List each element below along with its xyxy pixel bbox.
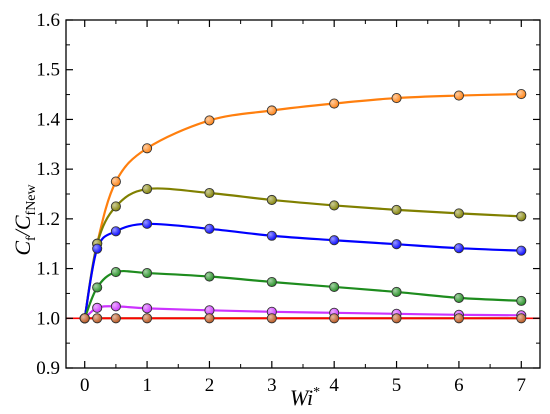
data-point xyxy=(204,271,215,282)
data-point xyxy=(391,204,402,215)
data-point xyxy=(329,200,340,211)
data-point xyxy=(266,194,277,206)
x-axis-title: Wi* xyxy=(290,385,320,410)
y-tick-label: 1.0 xyxy=(36,308,60,329)
series-line xyxy=(83,269,522,319)
data-point xyxy=(110,313,121,324)
x-tick-label: 2 xyxy=(205,375,215,396)
data-point xyxy=(79,313,90,324)
y-tick-label: 1.2 xyxy=(36,209,60,230)
data-point xyxy=(142,267,153,279)
x-tick-label: 6 xyxy=(454,375,464,396)
x-tick-label: 3 xyxy=(267,375,277,396)
data-point xyxy=(266,276,277,288)
axis-ticks xyxy=(66,19,540,369)
data-point xyxy=(516,295,527,306)
data-point xyxy=(142,183,153,195)
fit-curves xyxy=(83,92,522,320)
data-point xyxy=(142,313,153,324)
y-axis-label-c1: C xyxy=(10,241,35,256)
data-point xyxy=(516,211,527,222)
data-point xyxy=(329,313,340,324)
data-point xyxy=(110,226,121,237)
data-point xyxy=(266,313,277,324)
data-point xyxy=(391,286,402,297)
y-tick-label: 1.1 xyxy=(36,259,60,280)
data-point xyxy=(516,245,527,256)
x-tick-label: 5 xyxy=(392,375,402,396)
data-point xyxy=(204,115,215,126)
data-point xyxy=(453,292,464,303)
data-point xyxy=(92,302,103,313)
data-points xyxy=(79,89,527,324)
data-point xyxy=(266,230,277,241)
x-tick-label: 0 xyxy=(80,375,90,396)
data-point xyxy=(266,105,277,116)
data-point xyxy=(142,143,153,154)
y-tick-label: 1.6 xyxy=(36,10,60,31)
y-axis-title: Cf/CfNew xyxy=(10,183,39,255)
y-axis-label-c2: C xyxy=(10,215,35,230)
data-point xyxy=(453,313,464,324)
data-point xyxy=(92,243,103,254)
data-point xyxy=(110,201,121,212)
data-point xyxy=(142,303,153,314)
data-point xyxy=(204,313,215,324)
y-tick-label: 1.4 xyxy=(36,109,60,130)
x-tick-label: 1 xyxy=(142,375,152,396)
data-point xyxy=(92,313,103,324)
y-axis-label-slash: / xyxy=(10,228,35,238)
series-line xyxy=(83,187,522,319)
data-point xyxy=(453,208,464,219)
series-line xyxy=(83,92,522,319)
data-point xyxy=(142,218,153,229)
data-point xyxy=(391,239,402,250)
y-tick-label: 1.5 xyxy=(36,60,60,81)
y-axis-label-sub1: f xyxy=(24,236,39,241)
data-point xyxy=(110,267,121,278)
series-line xyxy=(83,305,522,320)
data-point xyxy=(110,176,121,187)
data-point xyxy=(453,90,464,101)
data-point xyxy=(92,282,103,293)
y-axis-label-sub2: fNew xyxy=(24,183,39,215)
data-point xyxy=(391,313,402,324)
data-point xyxy=(329,98,340,109)
y-tick-label: 1.3 xyxy=(36,159,60,180)
data-point xyxy=(204,223,215,234)
data-point xyxy=(329,281,340,293)
tick-labels: 0 1 2 3 4 5 6 7 0.9 1.0 1.1 1.2 1.3 1.4 1.5 1.6 xyxy=(36,10,526,396)
x-tick-label: 4 xyxy=(329,375,339,396)
series-line xyxy=(83,222,522,319)
data-point xyxy=(516,313,527,324)
x-tick-label: 7 xyxy=(517,375,527,396)
x-axis-label: Wi xyxy=(290,385,313,410)
data-point xyxy=(391,93,402,104)
data-point xyxy=(329,235,340,246)
data-point xyxy=(516,89,527,100)
x-axis-superscript: * xyxy=(313,385,320,400)
data-point xyxy=(204,187,215,199)
data-point xyxy=(453,243,464,254)
y-tick-label: 0.9 xyxy=(36,358,60,379)
data-point xyxy=(110,301,121,312)
